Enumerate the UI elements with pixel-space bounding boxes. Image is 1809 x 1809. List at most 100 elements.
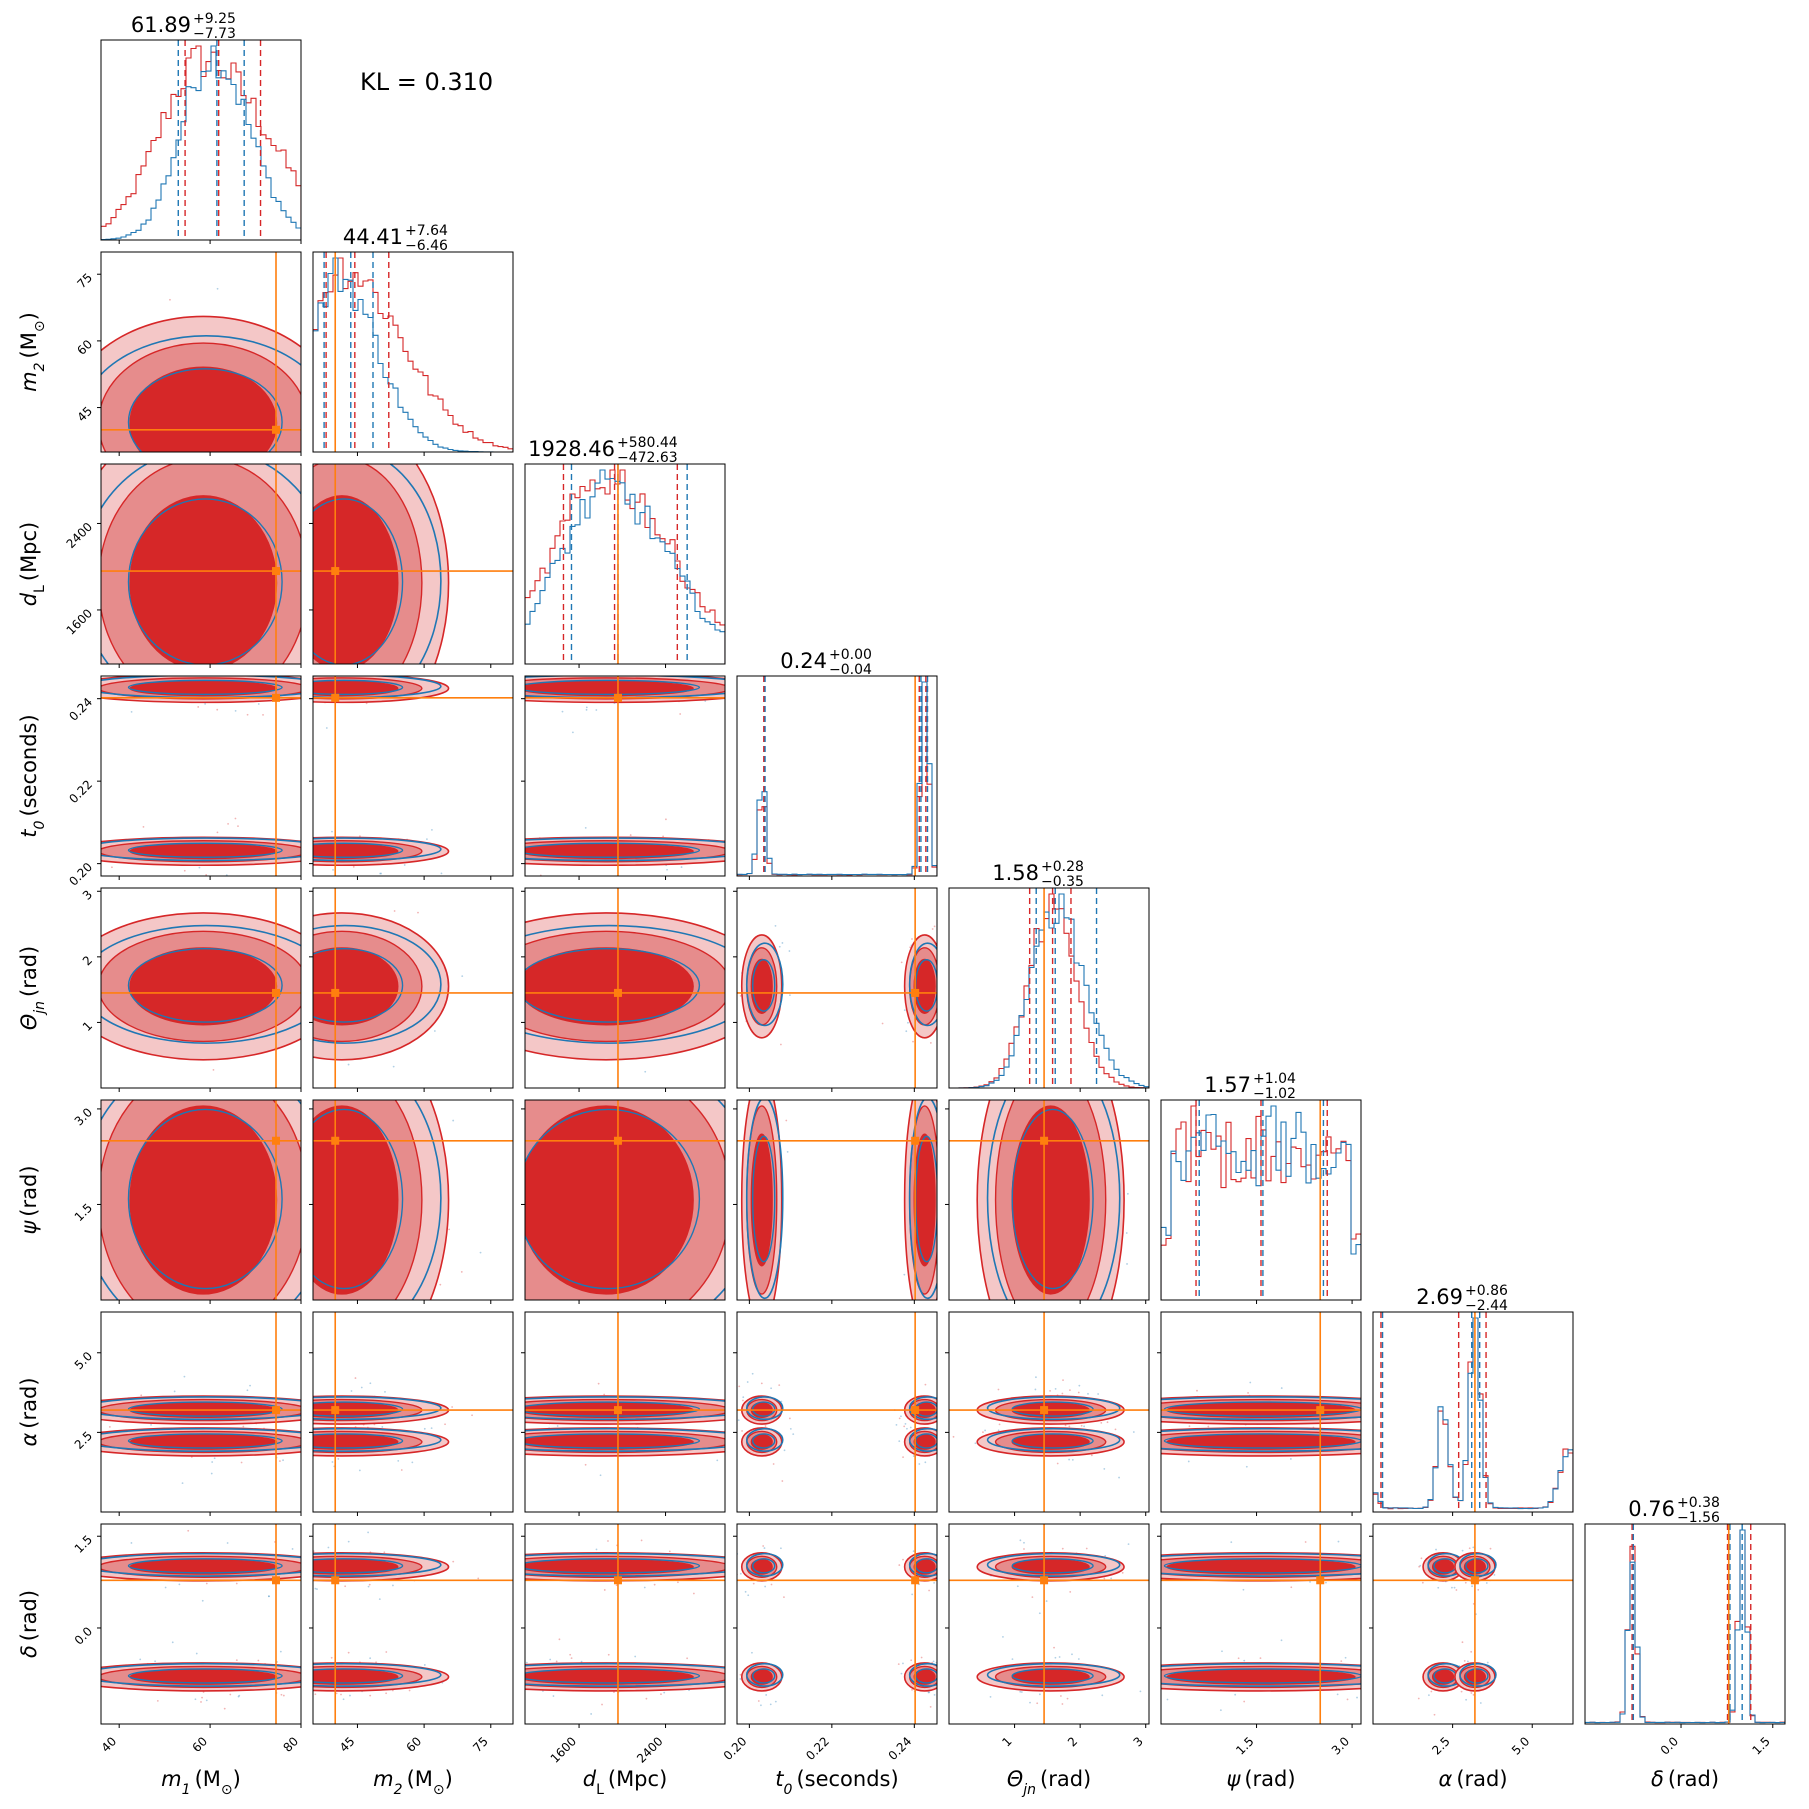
sample-point [912, 1550, 915, 1553]
contour-inner-red [313, 947, 399, 1026]
sample-point [367, 1531, 369, 1534]
sample-point [225, 867, 227, 869]
sample-point [1472, 1693, 1475, 1696]
marginal-title-minus: −1.56 [1677, 1510, 1720, 1526]
marginal-title-minus: −472.63 [617, 450, 678, 466]
sample-point [982, 1431, 984, 1434]
sample-point [304, 983, 306, 985]
sample-point [1029, 1701, 1031, 1704]
sample-point [70, 982, 72, 984]
sample-point [205, 1582, 208, 1585]
contour-inner-red [750, 1133, 773, 1267]
sample-point [903, 1273, 906, 1276]
sample-point [1471, 1585, 1473, 1588]
sample-point [692, 1592, 695, 1595]
sample-point [984, 1429, 987, 1432]
sample-point [940, 1068, 942, 1070]
x-tick-label: 1600 [548, 1734, 579, 1765]
sample-point [308, 678, 310, 680]
sample-point [500, 990, 502, 992]
contour-panel-m1-alpha [101, 1312, 301, 1512]
sample-point [251, 665, 253, 667]
sample-point [354, 714, 356, 716]
sample-point [332, 868, 334, 871]
marginal-title-value: 1.58 [992, 861, 1039, 885]
sample-point [213, 456, 215, 458]
sample-point [1486, 1661, 1489, 1664]
sample-point [595, 1548, 598, 1551]
sample-point [1061, 1703, 1064, 1705]
sample-point [1100, 1422, 1103, 1424]
sample-point [247, 668, 249, 670]
panel-frame [312, 887, 514, 1089]
sample-point [774, 924, 777, 927]
sample-point [1010, 1082, 1012, 1084]
sample-point [585, 708, 588, 711]
marginal-title-plus: +1.04 [1253, 1071, 1296, 1087]
sample-point [331, 830, 333, 833]
sample-point [1139, 1690, 1142, 1693]
sample-point [301, 988, 303, 990]
sample-point [1011, 1658, 1014, 1660]
contour-outer-blue [1161, 1552, 1361, 1577]
sample-point [1249, 1381, 1252, 1384]
contour-inner-blue [127, 1401, 283, 1417]
histogram-blue [1585, 1529, 1785, 1724]
sample-point [337, 1458, 340, 1460]
sample-point [1365, 1400, 1367, 1402]
sample-point [508, 1242, 510, 1244]
sample-point [580, 1660, 583, 1663]
sample-point [1433, 1713, 1436, 1716]
sample-point [945, 1332, 947, 1334]
x-tick-label: 0.22 [803, 1734, 832, 1763]
sample-point [62, 372, 64, 374]
sample-point [59, 624, 61, 626]
sample-point [1166, 1698, 1169, 1701]
histogram-panel-delta [1585, 1524, 1785, 1724]
sample-point [974, 1442, 977, 1445]
sample-point [615, 1584, 618, 1587]
sample-point [257, 1659, 260, 1662]
sample-point [741, 954, 743, 956]
sample-point [1187, 1460, 1190, 1463]
x-tick-label: 2.5 [1429, 1734, 1452, 1757]
truth-marker [911, 1136, 920, 1145]
sample-point [517, 1216, 519, 1218]
sample-point [403, 864, 406, 866]
sample-point [619, 665, 621, 667]
sample-point [713, 1333, 715, 1335]
sample-point [779, 1043, 782, 1046]
contour-panel-dL-theta_jn [450, 888, 743, 1088]
sample-point [347, 1540, 350, 1543]
sample-point [1054, 1387, 1057, 1390]
histogram-panel-dL [525, 464, 725, 664]
contour-outer-blue [745, 1427, 784, 1452]
sample-point [302, 1669, 304, 1671]
sample-point [488, 878, 490, 880]
sample-point [946, 1195, 948, 1197]
axis-label-psi: ψ(rad) [17, 1165, 41, 1234]
sample-point [305, 1239, 307, 1241]
panel-frame [312, 1311, 514, 1513]
sample-point [898, 1417, 901, 1420]
sample-point [69, 1054, 71, 1056]
histogram-red [101, 45, 301, 240]
sample-point [1101, 1694, 1104, 1697]
sample-point [173, 1059, 175, 1061]
sample-point [450, 961, 452, 963]
sample-point [792, 1433, 795, 1436]
axis-label-alpha: α(rad) [1438, 1767, 1507, 1791]
sample-point [940, 1666, 942, 1668]
sample-point [945, 1574, 947, 1576]
sample-point [1080, 1424, 1083, 1427]
sample-point [423, 1664, 426, 1666]
sample-point [666, 868, 668, 871]
sample-point [211, 461, 213, 463]
sample-point [318, 672, 320, 674]
sample-point [314, 1587, 317, 1590]
sample-point [139, 1658, 142, 1661]
sample-point [941, 985, 943, 987]
sample-point [130, 710, 133, 713]
contour-inner-blue [313, 498, 404, 664]
sample-point [517, 1303, 519, 1305]
